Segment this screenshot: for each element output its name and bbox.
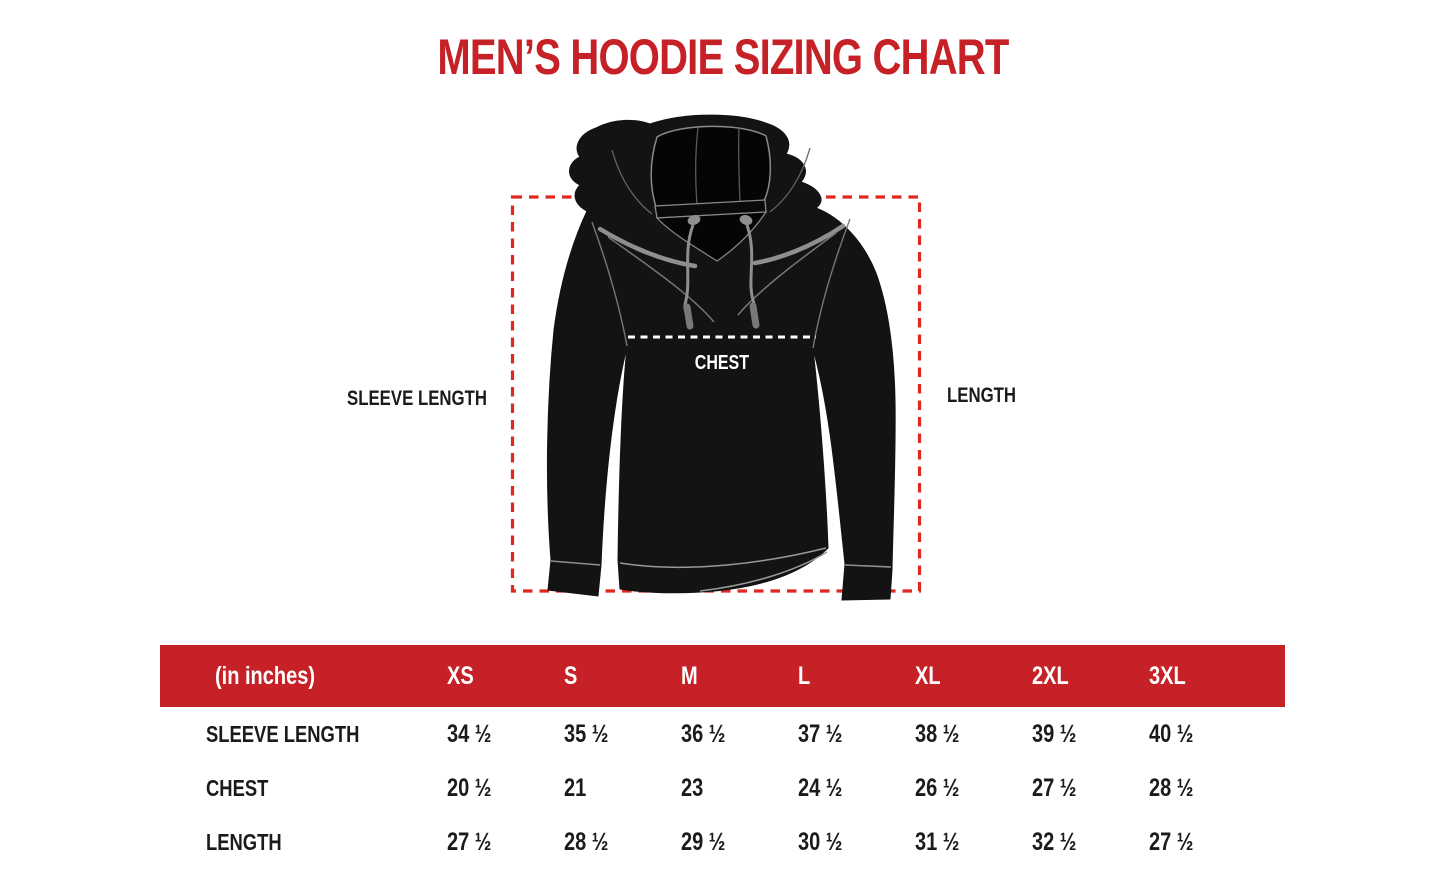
table-header-size-m: M [681,661,698,690]
cell-value: 24 ½ [798,773,843,802]
row-label: SLEEVE LENGTH [206,720,360,747]
row-label: LENGTH [206,828,282,855]
hem-seam-lower [699,551,828,592]
cell-value: 34 ½ [447,719,492,748]
sizing-table: (in inches) XS S M L XL 2XL 3XL SLEEVE L… [160,645,1285,869]
cell-value: 23 [681,773,704,802]
hood-opening [650,125,772,208]
cell-value: 26 ½ [915,773,960,802]
drawstring-tip-right [749,302,760,329]
cuff-seam-right [844,564,892,568]
cell-value: 20 ½ [447,773,492,802]
cell-value: 38 ½ [915,719,960,748]
cell-value: 28 ½ [564,827,609,856]
cell-value: 36 ½ [681,719,726,748]
table-header-size-l: L [798,661,811,690]
cell-value: 32 ½ [1032,827,1077,856]
table-header-size-xl: XL [915,661,941,690]
hoodie-silhouette [546,114,896,601]
chest-label: CHEST [694,352,750,374]
drawstring-tip-left [683,303,694,330]
grommet-right [739,215,753,225]
cuff-seam-left [550,560,601,566]
table-row-chest: CHEST 20 ½ 21 23 24 ½ 26 ½ 27 ½ 28 ½ [160,761,1285,815]
page-title: MEN’S HOODIE SIZING CHART [0,30,1445,84]
table-header-size-2xl: 2XL [1032,661,1069,690]
cell-value: 27 ½ [1149,827,1194,856]
grommet-left [687,215,701,225]
hood-surface-seam-right [769,147,811,213]
cell-value: 31 ½ [915,827,960,856]
table-row-length: LENGTH 27 ½ 28 ½ 29 ½ 30 ½ 31 ½ 32 ½ 27 … [160,815,1285,869]
raglan-seam-left [591,221,628,347]
table-header-size-xs: XS [447,661,474,690]
cell-value: 35 ½ [564,719,609,748]
table-header-size-s: S [564,661,578,690]
cell-value: 37 ½ [798,719,843,748]
hoodie-illustration [510,114,922,601]
cell-value: 27 ½ [447,827,492,856]
table-header-size-3xl: 3XL [1149,661,1186,690]
collar-drape-right [752,223,846,266]
sleeve-length-label: SLEEVE LENGTH [347,387,488,410]
row-label: CHEST [206,774,269,801]
cell-value: 30 ½ [798,827,843,856]
cell-value: 21 [564,773,587,802]
hood-neck-v [655,211,768,262]
neck-vline-left [607,236,715,323]
raglan-seam-right [812,218,851,349]
cell-value: 29 ½ [681,827,726,856]
hood-inner-seam-left [694,127,699,205]
length-label: LENGTH [947,384,1017,407]
page-title-text: MEN’S HOODIE SIZING CHART [436,29,1009,85]
hood-inner-seam-right [737,126,741,203]
table-header-unit: (in inches) [215,661,316,690]
hem-seam-upper [619,547,827,569]
cell-value: 39 ½ [1032,719,1077,748]
table-header-row: (in inches) XS S M L XL 2XL 3XL [160,645,1285,707]
neck-vline-right [737,232,837,316]
table-row-sleeve-length: SLEEVE LENGTH 34 ½ 35 ½ 36 ½ 37 ½ 38 ½ 3… [160,707,1285,761]
hood-surface-seam-left [611,149,653,215]
cell-value: 27 ½ [1032,773,1077,802]
cell-value: 28 ½ [1149,773,1194,802]
cell-value: 40 ½ [1149,719,1194,748]
